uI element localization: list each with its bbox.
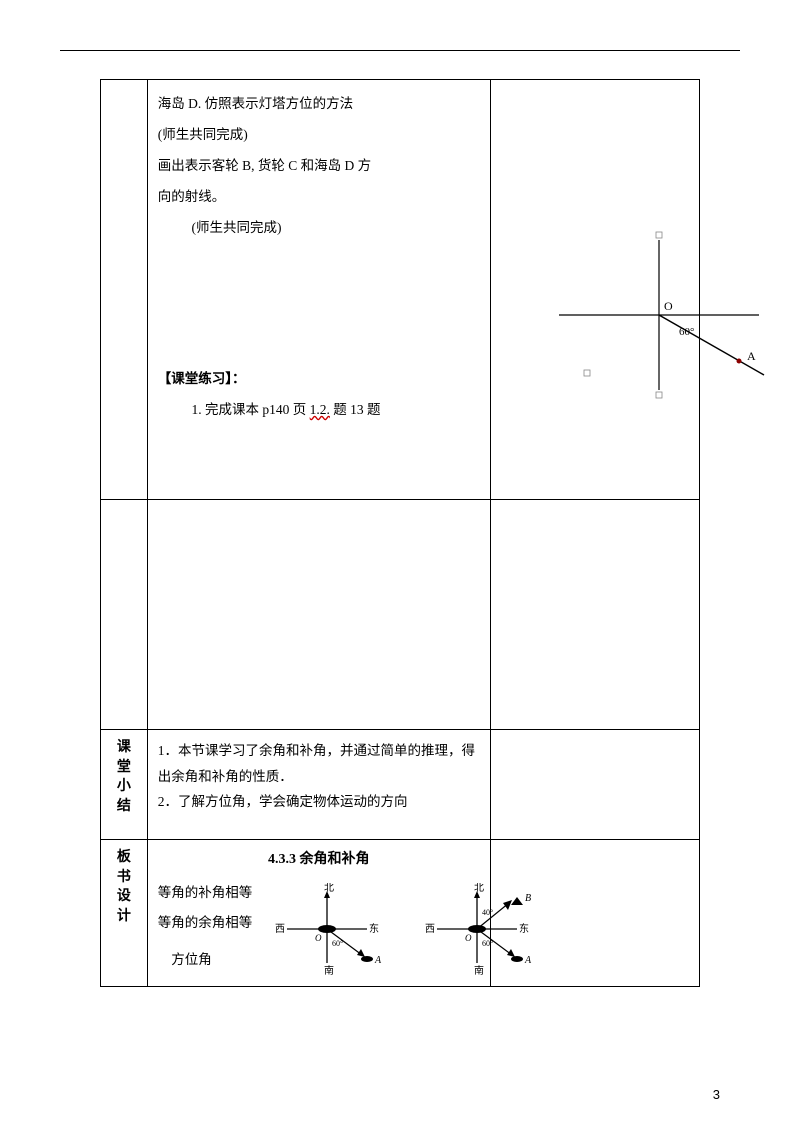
c2-o: O	[465, 933, 472, 943]
c1-n: 北	[324, 883, 334, 894]
summary-label: 课堂小结	[111, 738, 137, 816]
board-line-2: 等角的余角相等	[158, 908, 253, 938]
line-1: 海岛 D. 仿照表示灯塔方位的方法	[158, 88, 480, 119]
practice-block: 【课堂练习】： 1. 完成课本 p140 页 1.2. 题 13 题	[158, 363, 480, 425]
c1-w: 西	[275, 924, 285, 935]
point-a	[737, 359, 742, 364]
row1-label-cell	[101, 80, 148, 500]
label-a: A	[747, 349, 756, 363]
compass-1-svg: 北 南 东 西 O 60° A	[267, 883, 387, 978]
page-number: 3	[713, 1087, 720, 1102]
marker-sw	[584, 370, 590, 376]
activity-text: 海岛 D. 仿照表示灯塔方位的方法 (师生共同完成) 画出表示客轮 B, 货轮 …	[158, 88, 480, 243]
board-label-cell: 板书设计	[101, 840, 148, 987]
board-line-3: 方位角	[158, 945, 253, 975]
board-title: 4.3.3 余角和补角	[158, 848, 480, 868]
line-4: 向的射线。	[158, 181, 480, 212]
board-body: 等角的补角相等 等角的余角相等 方位角	[158, 878, 480, 978]
marker-n	[656, 232, 662, 238]
angle-diagram: O 60° A	[529, 220, 789, 420]
label-o: O	[664, 299, 673, 313]
c1-a: A	[374, 955, 382, 966]
summary-label-cell: 课堂小结	[101, 730, 148, 840]
row-board: 板书设计 4.3.3 余角和补角 等角的补角相等 等角的余角相等 方位角	[101, 840, 700, 987]
c1-ship-a-icon	[361, 956, 373, 962]
lesson-table: 海岛 D. 仿照表示灯塔方位的方法 (师生共同完成) 画出表示客轮 B, 货轮 …	[100, 79, 700, 987]
board-line-1: 等角的补角相等	[158, 878, 253, 908]
ray-oa	[659, 315, 764, 375]
board-right-cell	[490, 840, 699, 987]
row-empty	[101, 500, 700, 730]
row-activity: 海岛 D. 仿照表示灯塔方位的方法 (师生共同完成) 画出表示客轮 B, 货轮 …	[101, 80, 700, 500]
practice-heading: 【课堂练习】：	[158, 363, 480, 394]
line-2: (师生共同完成)	[158, 119, 480, 150]
row1-right-cell: O 60° A	[490, 80, 699, 500]
row2-label-cell	[101, 500, 148, 730]
c2-n: 北	[474, 883, 484, 894]
summary-text: 1．本节课学习了余角和补角，并通过简单的推理，得出余角和补角的性质． 2．了解方…	[158, 738, 480, 815]
board-text-block: 等角的补角相等 等角的余角相等 方位角	[158, 878, 253, 975]
summary-content-cell: 1．本节课学习了余角和补角，并通过简单的推理，得出余角和补角的性质． 2．了解方…	[147, 730, 490, 840]
board-content-cell: 4.3.3 余角和补角 等角的补角相等 等角的余角相等 方位角	[147, 840, 490, 987]
c1-e: 东	[369, 922, 379, 935]
practice-prefix: 1. 完成课本 p140 页	[192, 402, 310, 417]
practice-underline: 1.2.	[310, 402, 330, 417]
row2-content-cell	[147, 500, 490, 730]
c1-o: O	[315, 933, 322, 943]
c2-s: 南	[474, 964, 484, 977]
header-divider	[60, 50, 740, 51]
summary-right-cell	[490, 730, 699, 840]
angle-svg: O 60° A	[529, 220, 789, 420]
line-5: (师生共同完成)	[158, 212, 480, 243]
c1-arrow-a	[357, 949, 365, 957]
row-summary: 课堂小结 1．本节课学习了余角和补角，并通过简单的推理，得出余角和补角的性质． …	[101, 730, 700, 840]
row2-right-cell	[490, 500, 699, 730]
angle-label: 60°	[679, 326, 694, 338]
c1-angle: 60°	[332, 939, 343, 948]
practice-suffix: 题 13 题	[330, 402, 381, 417]
line-3: 画出表示客轮 B, 货轮 C 和海岛 D 方	[158, 150, 480, 181]
c2-w: 西	[425, 924, 435, 935]
summary-item-2: 2．了解方位角，学会确定物体运动的方向	[158, 789, 480, 815]
practice-item: 1. 完成课本 p140 页 1.2. 题 13 题	[158, 394, 480, 425]
row1-content-cell: 海岛 D. 仿照表示灯塔方位的方法 (师生共同完成) 画出表示客轮 B, 货轮 …	[147, 80, 490, 500]
board-label: 板书设计	[111, 848, 137, 926]
summary-item-1: 1．本节课学习了余角和补角，并通过简单的推理，得出余角和补角的性质．	[158, 738, 480, 789]
marker-s	[656, 392, 662, 398]
c1-s: 南	[324, 964, 334, 977]
